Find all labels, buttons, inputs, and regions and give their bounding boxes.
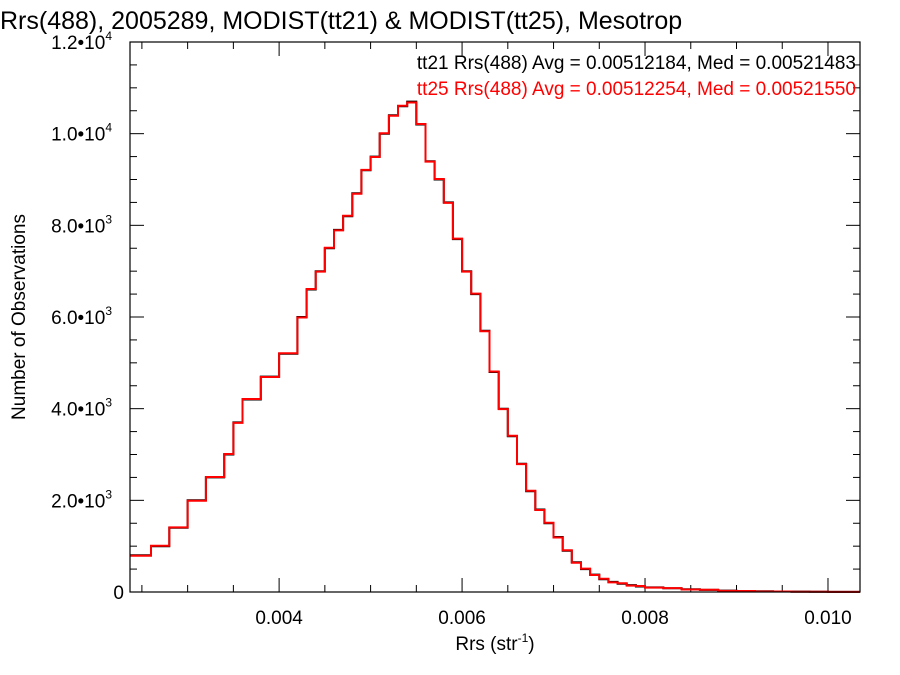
- legend-tt21-stats: tt21 Rrs(488) Avg = 0.00512184, Med = 0.…: [417, 53, 856, 74]
- chart-title: Rrs(488), 2005289, MODIST(tt21) & MODIST…: [0, 7, 682, 35]
- x-tick-label: 0.006: [438, 608, 486, 629]
- x-tick-label: 0.008: [621, 608, 669, 629]
- y-tick-label: 2.0•103: [51, 487, 112, 512]
- y-tick-label: 1.2•104: [51, 29, 112, 54]
- legend-tt25-stats: tt25 Rrs(488) Avg = 0.00512254, Med = 0.…: [417, 79, 856, 100]
- x-axis-ticks: 0.004 0.006 0.008 0.010: [141, 42, 852, 629]
- x-tick-label: 0.004: [255, 608, 303, 629]
- series-tt21-line: [130, 100, 860, 593]
- series-tt25-line: [130, 101, 860, 593]
- y-tick-label: 6.0•103: [51, 304, 112, 329]
- x-axis-label-base: Rrs (str: [455, 634, 518, 655]
- y-axis-label: Number of Observations: [9, 214, 30, 420]
- y-tick-label: 0: [113, 583, 124, 604]
- y-axis-ticks: 0 2.0•103 4.0•103 6.0•103 8.0•103 1.0•104 1.2•…: [51, 29, 860, 604]
- plot-frame: [129, 41, 861, 593]
- x-tick-label: 0.010: [804, 608, 852, 629]
- y-tick-label: 1.0•104: [51, 121, 112, 146]
- series-layer: [130, 100, 860, 593]
- x-axis-label-close: ): [528, 634, 534, 655]
- y-tick-label: 4.0•103: [51, 396, 112, 421]
- y-tick-label: 8.0•103: [51, 212, 112, 237]
- x-axis-label: Rrs (str-1): [455, 631, 534, 655]
- x-axis-label-superscript: -1: [518, 631, 529, 645]
